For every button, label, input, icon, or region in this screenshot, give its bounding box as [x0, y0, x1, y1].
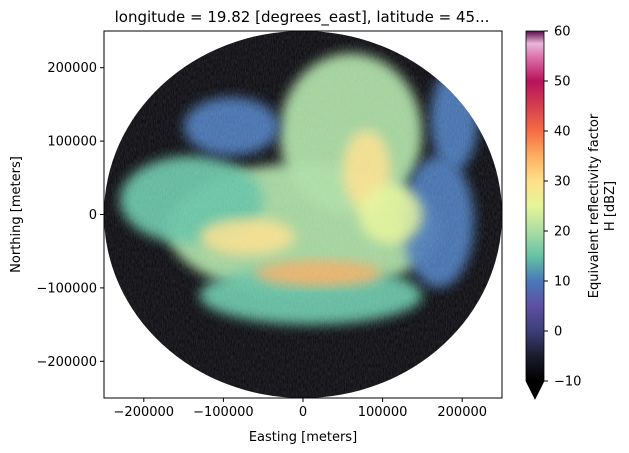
- radar-image: [104, 31, 502, 398]
- x-tick-label: −200000: [114, 405, 175, 420]
- y-axis-label: Northing [meters]: [9, 156, 24, 273]
- y-tick-label: −100000: [36, 281, 97, 296]
- x-axis-label: Easting [meters]: [249, 430, 357, 445]
- chart-title: longitude = 19.82 [degrees_east], latitu…: [115, 8, 490, 27]
- speckle-texture: [104, 31, 502, 398]
- colorbar-tick-label: 40: [554, 125, 571, 140]
- y-tick-label: 200000: [47, 61, 97, 76]
- colorbar-tick-label: 60: [554, 25, 571, 40]
- x-tick-label: 100000: [358, 405, 408, 420]
- y-tick-label: 100000: [47, 135, 97, 150]
- colorbar-tick-label: 20: [554, 225, 571, 240]
- colorbar-tick-label: 50: [554, 75, 571, 90]
- y-tick-label: −200000: [36, 355, 97, 370]
- x-tick-label: 0: [299, 405, 307, 420]
- colorbar-label-line2: H [dBZ]: [603, 181, 618, 231]
- x-tick-label: 200000: [437, 405, 487, 420]
- colorbar-extend-min: [526, 381, 544, 399]
- x-tick-label: −100000: [193, 405, 254, 420]
- colorbar: −10 0 10 20 30 40 50 60 Equivalent reflectivity…: [525, 25, 618, 400]
- colorbar-tick-label: 0: [554, 325, 562, 340]
- y-tick-label: 0: [89, 208, 97, 223]
- colorbar-gradient: [526, 31, 544, 381]
- colorbar-label-line1: Equivalent reflectivity factor: [587, 113, 602, 298]
- colorbar-tick-label: 30: [554, 175, 571, 190]
- colorbar-tick-label: −10: [554, 375, 581, 390]
- x-axis: −200000 −100000 0 100000 200000: [114, 398, 487, 420]
- colorbar-tick-label: 10: [554, 275, 571, 290]
- y-axis: −200000 −100000 0 100000 200000: [36, 61, 104, 370]
- colorbar-frame: [525, 30, 545, 400]
